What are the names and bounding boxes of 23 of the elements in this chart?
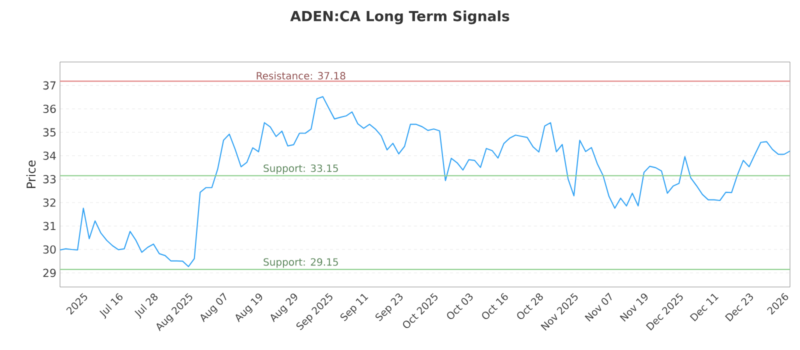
y-tick-label: 29 <box>43 268 56 278</box>
x-tick-label: Jul 28 <box>134 294 158 319</box>
ref-line-label: Resistance: 37.18 <box>256 72 346 80</box>
x-tick-label: Dec 23 <box>724 293 753 322</box>
ref-line-label: Support: 29.15 <box>264 258 338 268</box>
y-tick-label: 37 <box>43 81 56 90</box>
x-tick-label: Jul 16 <box>100 293 122 319</box>
x-tick-label: Sep 11 <box>340 294 368 322</box>
x-tick-label: Dec 11 <box>690 294 719 322</box>
y-tick-label: 34 <box>43 152 56 160</box>
y-tick-label: 36 <box>43 104 56 114</box>
x-tick-label: Oct 28 <box>517 293 543 320</box>
y-tick-label: 33 <box>43 175 56 184</box>
ref-line-label: Support: 33.15 <box>264 164 338 174</box>
y-axis-title: Price <box>26 160 36 188</box>
y-tick-label: 30 <box>43 245 56 254</box>
chart-title: ADEN:CA Long Term Signals <box>290 10 510 24</box>
x-tick-label: Oct 03 <box>447 293 473 320</box>
y-tick-label: 31 <box>43 222 56 230</box>
y-tick-label: 32 <box>43 198 56 207</box>
x-tick-label: Oct 16 <box>482 292 508 320</box>
x-tick-label: Sep 23 <box>375 293 403 322</box>
y-tick-label: 35 <box>43 128 56 136</box>
